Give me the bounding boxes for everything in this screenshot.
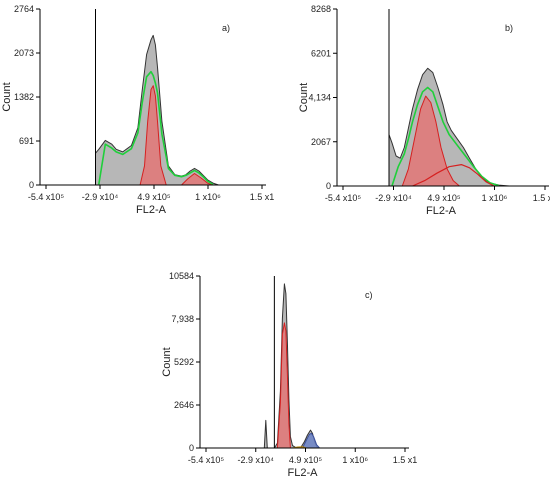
x-tick-label: 1 x10⁶: [342, 455, 368, 465]
x-tick-label: -2.9 x10⁴: [375, 193, 412, 203]
series-red-fill-3: [401, 95, 460, 187]
y-tick-label: 2073: [14, 48, 34, 58]
x-tick-label: -2.9 x10⁴: [238, 455, 275, 465]
panel-label: c): [365, 290, 373, 300]
series-red-line-4: [412, 164, 495, 187]
series-gray-fill-1: [263, 283, 320, 449]
y-axis-label: Count: [1, 82, 13, 111]
y-tick-label: 0: [29, 180, 34, 190]
y-tick-label: 691: [19, 136, 34, 146]
chart-panel-2: 0 2067 4,134 6201 8268 -5.4 x10⁵ -2.9 x10⁴ 4.9 …: [298, 4, 550, 217]
y-tick-label: 8268: [311, 4, 331, 14]
panel-label: b): [505, 23, 513, 33]
x-tick-label: 4.9 x10⁵: [289, 455, 323, 465]
y-tick-label: 4,134: [308, 93, 331, 103]
x-axis-label: FL2-A: [288, 467, 319, 479]
x-axis-label: FL2-A: [426, 205, 457, 217]
y-tick-label: 6201: [311, 48, 331, 58]
series-green-line-2: [98, 70, 214, 186]
x-tick-label: 1.5 x1: [250, 192, 275, 202]
y-tick-label: 1382: [14, 92, 34, 102]
x-tick-label: -2.9 x10⁴: [82, 192, 119, 202]
y-tick-label: 0: [189, 443, 194, 453]
y-tick-label: 10584: [169, 271, 194, 281]
chart-panel-3: 0 2646 5292 7,938 10584 -5.4 x10⁵ -2.9 x10⁴ 4.9…: [161, 271, 417, 479]
y-tick-label: 2764: [14, 4, 34, 14]
chart-panel-1: 0 691 1382 2073 2764 -5.4 x10⁵ -2.9 x10⁴ 4.9 x1…: [1, 4, 274, 216]
y-tick-label: 2067: [311, 137, 331, 147]
x-tick-label: -5.4 x10⁵: [28, 192, 65, 202]
x-tick-label: 1 x10⁶: [482, 193, 508, 203]
y-axis-label: Count: [298, 83, 310, 112]
y-tick-label: 0: [326, 181, 331, 191]
y-axis-label: Count: [161, 347, 173, 376]
x-tick-label: 1.5 x1: [533, 193, 550, 203]
x-tick-label: -5.4 x10⁵: [188, 455, 225, 465]
series-gray-fill-1: [388, 67, 510, 187]
x-tick-label: 1 x10⁶: [195, 192, 221, 202]
series-blue-fill-3: [302, 432, 321, 449]
series-red-fill-2: [276, 322, 291, 449]
panel-label: a): [222, 23, 230, 33]
series-red-fill-3: [139, 85, 167, 186]
x-tick-label: 4.9 x10⁵: [137, 192, 171, 202]
x-tick-label: -5.4 x10⁵: [325, 193, 362, 203]
x-tick-label: 1.5 x1: [393, 455, 418, 465]
x-axis-label: FL2-A: [136, 204, 167, 216]
y-tick-label: 5292: [174, 357, 194, 367]
y-tick-label: 2646: [174, 400, 194, 410]
x-tick-label: 4.9 x10⁵: [427, 193, 461, 203]
y-tick-label: 7,938: [171, 314, 194, 324]
series-green-line-2: [391, 86, 500, 187]
